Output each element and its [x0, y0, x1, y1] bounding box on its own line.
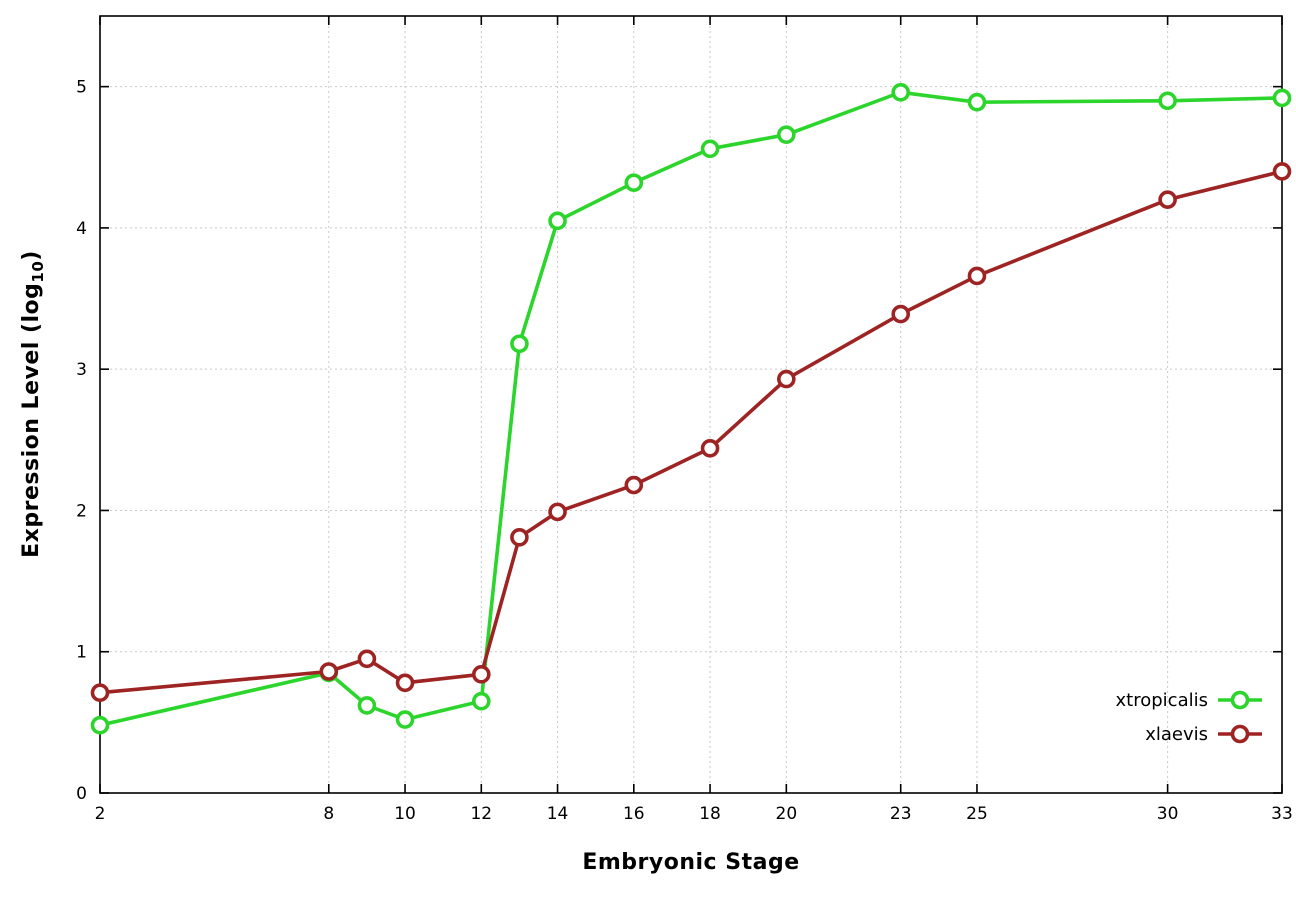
- plot-border: [99, 15, 1283, 794]
- x-tick-label: 20: [776, 804, 798, 824]
- series-line-xlaevis: [98, 169, 1284, 695]
- legend-label-xlaevis: xlaevis: [1145, 724, 1208, 745]
- marker-xtropicalis: [624, 173, 644, 193]
- x-tick-label: 8: [323, 804, 334, 824]
- marker-xtropicalis: [548, 211, 567, 231]
- marker-xlaevis: [319, 662, 339, 681]
- y-tick-label: 5: [76, 78, 87, 98]
- marker-xtropicalis: [510, 334, 529, 354]
- x-tick-label: 23: [890, 804, 912, 824]
- x-tick-label: 2: [95, 804, 106, 824]
- y-axis-label: Expression Level (log10): [19, 250, 47, 558]
- legend-marker-xlaevis: [1230, 724, 1250, 744]
- marker-xlaevis: [510, 527, 529, 547]
- marker-xlaevis: [1272, 162, 1292, 181]
- marker-xlaevis: [777, 369, 796, 389]
- marker-xtropicalis: [1272, 88, 1292, 108]
- marker-xtropicalis: [967, 92, 987, 112]
- x-tick-label: 12: [470, 804, 492, 824]
- marker-xlaevis: [891, 304, 911, 324]
- y-tick-label: 0: [76, 784, 87, 804]
- y-tick-label: 3: [76, 360, 87, 380]
- marker-xlaevis: [967, 266, 987, 286]
- marker-xtropicalis: [777, 125, 796, 144]
- x-tick-label: 14: [547, 804, 569, 824]
- marker-xtropicalis: [395, 710, 415, 729]
- x-tick-label: 10: [394, 804, 416, 824]
- marker-xlaevis: [90, 683, 110, 702]
- legend-label-xtropicalis: xtropicalis: [1116, 690, 1208, 711]
- y-axis-label-close: ): [18, 250, 44, 261]
- x-axis-label: Embryonic Stage: [582, 850, 800, 875]
- x-tick-label: 30: [1157, 804, 1179, 824]
- y-tick-label: 2: [76, 501, 87, 521]
- x-tick-label: 25: [966, 804, 988, 824]
- marker-xlaevis: [1158, 190, 1177, 209]
- y-axis-label-subscript: 10: [29, 260, 48, 283]
- marker-xtropicalis: [700, 139, 720, 159]
- legend-marker-xtropicalis: [1230, 690, 1250, 710]
- marker-xlaevis: [700, 438, 720, 458]
- y-axis-label-main: Expression Level (log: [18, 282, 44, 558]
- marker-xtropicalis: [471, 691, 491, 711]
- x-tick-label: 33: [1271, 804, 1293, 824]
- marker-xtropicalis: [1158, 91, 1177, 111]
- y-tick-label: 1: [76, 643, 87, 663]
- x-tick-label: 16: [623, 804, 645, 824]
- marker-xtropicalis: [90, 715, 110, 735]
- marker-xlaevis: [395, 673, 415, 693]
- marker-xlaevis: [471, 665, 491, 684]
- marker-xlaevis: [624, 475, 644, 495]
- marker-xlaevis: [548, 502, 567, 522]
- x-tick-label: 18: [699, 804, 721, 824]
- series-line-xtropicalis: [98, 90, 1284, 727]
- marker-xtropicalis: [357, 696, 377, 715]
- y-tick-label: 4: [76, 219, 87, 239]
- marker-xlaevis: [357, 649, 377, 669]
- marker-xtropicalis: [891, 82, 911, 102]
